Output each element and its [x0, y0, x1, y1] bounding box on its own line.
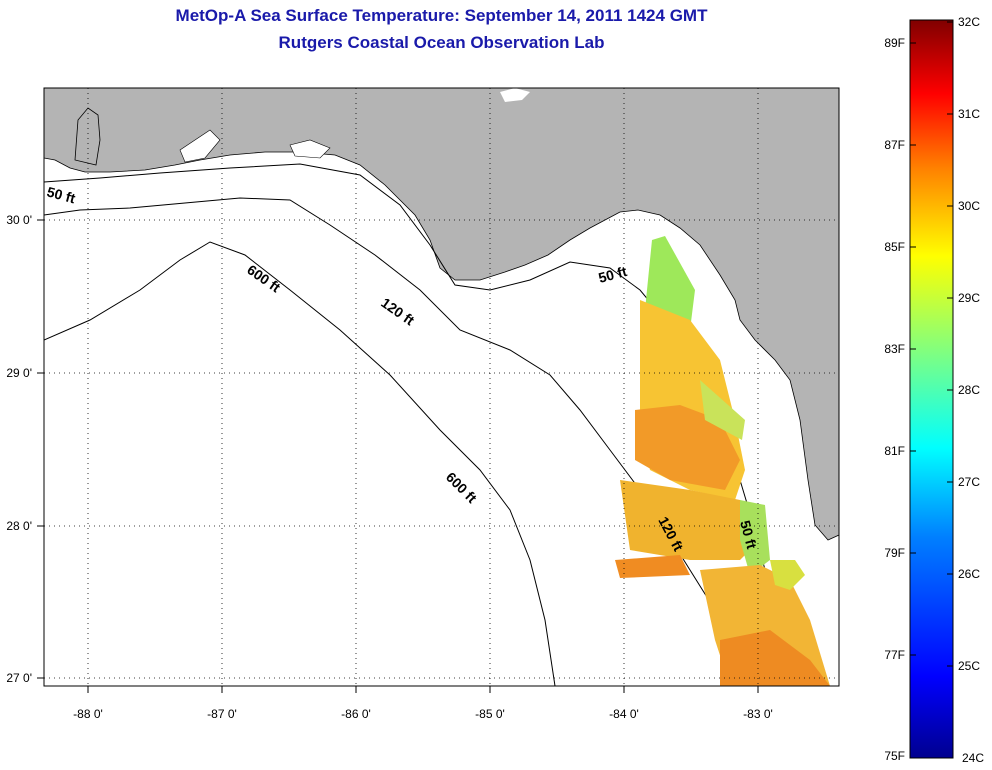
colorbar-f-label: 79F: [884, 546, 905, 560]
lake-inland: [500, 88, 530, 102]
colorbar: [909, 19, 954, 759]
colorbar-f-label: 87F: [884, 138, 905, 152]
colorbar-f-label: 83F: [884, 342, 905, 356]
contour-50ft-north: [44, 163, 821, 686]
lat-label: 29 0': [6, 366, 32, 380]
bay-inlet: [289, 139, 331, 159]
colorbar-c-label: 30C: [958, 199, 980, 213]
lon-axis: -88 0' -87 0' -86 0' -85 0' -84 0' -83 0…: [73, 707, 773, 721]
contour-600ft: [44, 241, 556, 686]
colorbar-f-labels: 89F 87F 85F 83F 81F 79F 77F 75F: [884, 36, 905, 763]
colorbar-c-label: 26C: [958, 567, 980, 581]
mobile-bay-point: [74, 107, 101, 166]
colorbar-f-label: 85F: [884, 240, 905, 254]
colorbar-c-label: 27C: [958, 475, 980, 489]
colorbar-c-label: 29C: [958, 291, 980, 305]
sst-swath: [615, 236, 830, 686]
map-title: MetOp-A Sea Surface Temperature: Septemb…: [175, 6, 708, 25]
lat-axis: 30 0' 29 0' 28 0' 27 0': [6, 213, 32, 685]
lon-label: -86 0': [341, 707, 371, 721]
axis-ticks: [37, 219, 759, 693]
map-subtitle: Rutgers Coastal Ocean Observation Lab: [278, 33, 605, 52]
colorbar-f-label: 89F: [884, 36, 905, 50]
lon-label: -88 0': [73, 707, 103, 721]
lon-label: -83 0': [743, 707, 773, 721]
colorbar-c-labels: 32C 31C 30C 29C 28C 27C 26C 25C 24C: [958, 15, 984, 765]
colorbar-f-label: 77F: [884, 648, 905, 662]
colorbar-c-label: 32C: [958, 15, 980, 29]
contour-label: 50 ft: [737, 519, 760, 551]
colorbar-c-label: 25C: [958, 659, 980, 673]
colorbar-c-label: 28C: [958, 383, 980, 397]
contour-label: 50 ft: [597, 263, 629, 286]
colorbar-ticks: [910, 21, 953, 667]
lat-label: 30 0': [6, 213, 32, 227]
lat-label: 27 0': [6, 671, 32, 685]
lon-label: -84 0': [609, 707, 639, 721]
colorbar-c-label: 24C: [962, 751, 984, 765]
lat-label: 28 0': [6, 519, 32, 533]
contour-label: 50 ft: [45, 183, 77, 206]
colorbar-f-label: 75F: [884, 749, 905, 763]
colorbar-f-label: 81F: [884, 444, 905, 458]
bay-inlet: [179, 129, 221, 163]
map-border: [43, 87, 840, 687]
colorbar-c-label: 31C: [958, 107, 980, 121]
lon-label: -85 0': [475, 707, 505, 721]
contour-120ft: [44, 197, 771, 686]
lon-label: -87 0': [207, 707, 237, 721]
